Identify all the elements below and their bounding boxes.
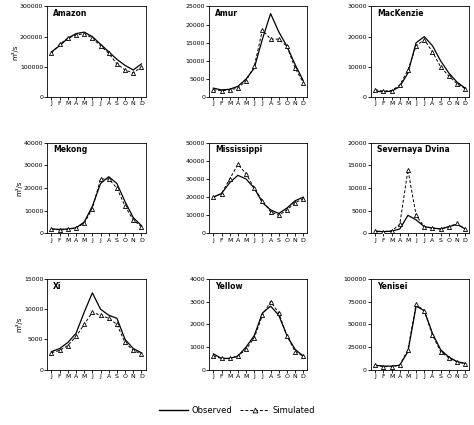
Legend: Observed, Simulated: Observed, Simulated (155, 403, 319, 419)
Text: Mississippi: Mississippi (215, 145, 263, 154)
Y-axis label: m³/s: m³/s (15, 180, 22, 196)
Text: Xi: Xi (53, 282, 62, 291)
Text: Yenisei: Yenisei (377, 282, 408, 291)
Y-axis label: m³/s: m³/s (11, 44, 18, 60)
Text: MacKenzie: MacKenzie (377, 9, 424, 18)
Y-axis label: m³/s: m³/s (16, 317, 22, 332)
Text: Mekong: Mekong (53, 145, 88, 154)
Text: Yellow: Yellow (215, 282, 243, 291)
Text: Amazon: Amazon (53, 9, 88, 18)
Text: Severnaya Dvina: Severnaya Dvina (377, 145, 450, 154)
Text: Amur: Amur (215, 9, 238, 18)
